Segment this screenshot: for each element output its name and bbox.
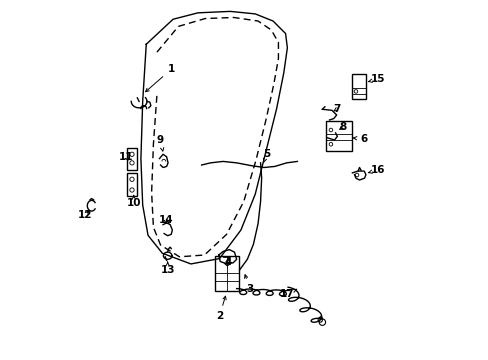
Text: 15: 15 [367, 74, 385, 84]
Text: 16: 16 [367, 165, 385, 175]
Text: 10: 10 [126, 195, 141, 208]
Text: 2: 2 [215, 296, 225, 321]
Text: 8: 8 [338, 122, 346, 132]
Text: 17: 17 [279, 289, 296, 298]
Text: 13: 13 [160, 262, 175, 275]
Text: 9: 9 [157, 135, 164, 151]
Text: 11: 11 [119, 152, 133, 162]
Text: 7: 7 [332, 104, 340, 114]
Text: 4: 4 [224, 257, 232, 267]
Text: 6: 6 [353, 134, 367, 144]
Bar [325, 121, 351, 151]
Text: 1: 1 [145, 64, 175, 92]
Bar [215, 256, 239, 292]
Text: 5: 5 [263, 149, 270, 162]
Text: 14: 14 [158, 215, 173, 225]
Bar [352, 74, 365, 99]
Bar [127, 148, 136, 170]
Text: 3: 3 [244, 275, 253, 294]
Text: 12: 12 [78, 210, 93, 220]
Bar [127, 173, 136, 196]
